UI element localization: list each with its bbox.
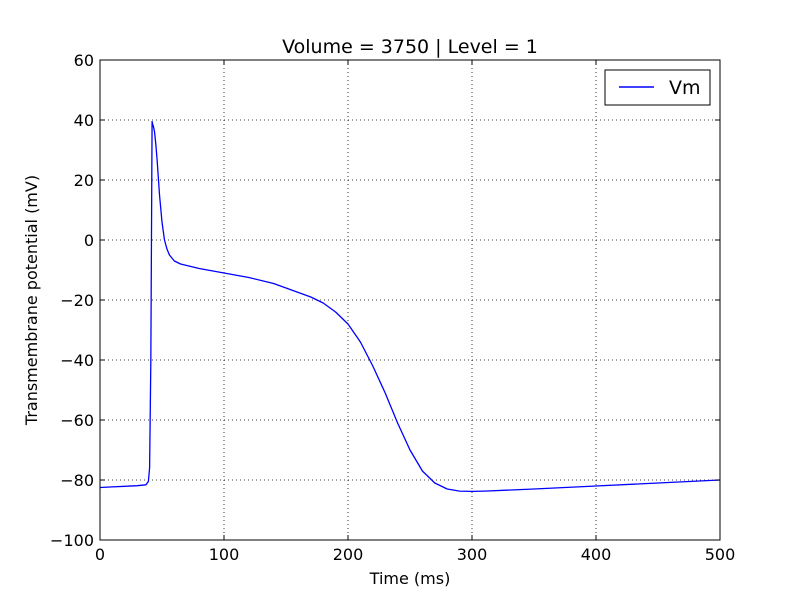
x-axis-label: Time (ms) xyxy=(369,569,451,588)
y-tick-label: −20 xyxy=(60,291,94,310)
x-tick-label: 0 xyxy=(95,545,105,564)
y-axis-label: Transmembrane potential (mV) xyxy=(22,175,41,426)
chart-title: Volume = 3750 | Level = 1 xyxy=(282,36,538,58)
legend-label-vm: Vm xyxy=(669,77,701,99)
y-tick-label: 60 xyxy=(74,51,94,70)
y-tick-label: 20 xyxy=(74,171,94,190)
y-tick-label: 40 xyxy=(74,111,94,130)
x-tick-label: 100 xyxy=(209,545,240,564)
y-tick-label: −40 xyxy=(60,351,94,370)
y-tick-label: −60 xyxy=(60,411,94,430)
y-tick-label: −80 xyxy=(60,471,94,490)
x-tick-label: 500 xyxy=(705,545,736,564)
x-tick-label: 200 xyxy=(333,545,364,564)
legend: Vm xyxy=(604,69,711,106)
y-tick-label: −100 xyxy=(50,531,94,550)
y-tick-label: 0 xyxy=(84,231,94,250)
series-layer xyxy=(99,120,721,493)
x-tick-label: 300 xyxy=(457,545,488,564)
ticks: 0 100 200 300 400 500 −100 −80 −60 −40 −20 0 20 40 60 xyxy=(50,51,735,564)
series-line-vm xyxy=(99,120,721,493)
x-tick-label: 400 xyxy=(581,545,612,564)
